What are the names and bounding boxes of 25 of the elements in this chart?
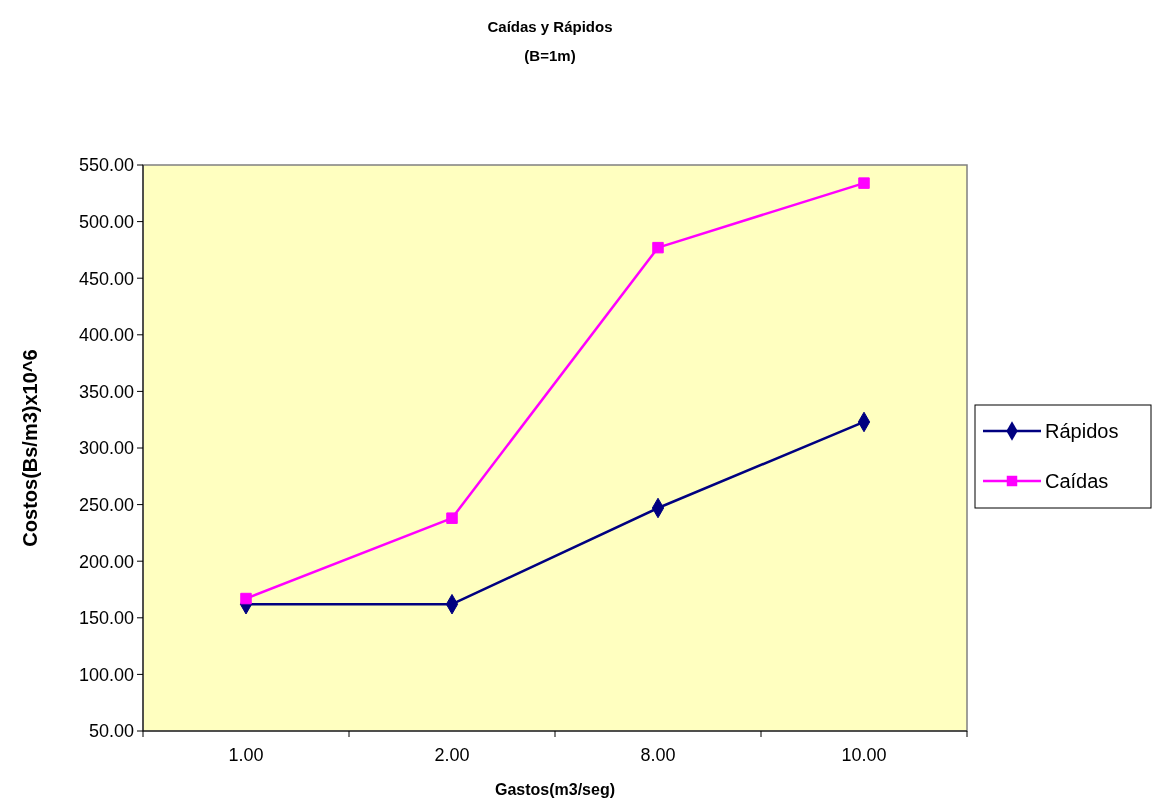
y-tick-label: 300.00 — [78, 438, 134, 459]
x-tick-label: 10.00 — [841, 745, 887, 765]
y-tick-label: 500.00 — [78, 211, 134, 232]
y-tick-label: 200.00 — [78, 551, 134, 572]
point — [652, 241, 664, 254]
y-tick-label: 50.00 — [88, 721, 134, 742]
x-tick-label: 8.00 — [640, 745, 676, 765]
x-tick-label: 1.00 — [228, 745, 264, 765]
point — [446, 512, 458, 524]
y-axis-title: Costos(Bs/m3)x10^6 — [19, 349, 41, 547]
x-tick-label: 2.00 — [434, 745, 470, 765]
x-axis-title: Gastos(m3/seg) — [494, 781, 616, 798]
y-tick-label: 100.00 — [78, 664, 134, 685]
y-tick-label: 450.00 — [78, 268, 134, 289]
y-tick-label: 150.00 — [78, 608, 134, 629]
point — [858, 177, 870, 189]
chart-subtitle: (B=1m) — [524, 47, 576, 64]
y-tick-label: 350.00 — [78, 381, 134, 402]
y-tick-label: 550.00 — [78, 155, 134, 176]
y-tick-label: 250.00 — [78, 494, 134, 515]
legend-label: Caídas — [1045, 470, 1109, 492]
y-tick-label: 400.00 — [78, 325, 134, 346]
chart-title: Caídas y Rápidos — [487, 18, 613, 35]
point — [240, 592, 252, 605]
legend-label: Rápidos — [1045, 420, 1119, 442]
